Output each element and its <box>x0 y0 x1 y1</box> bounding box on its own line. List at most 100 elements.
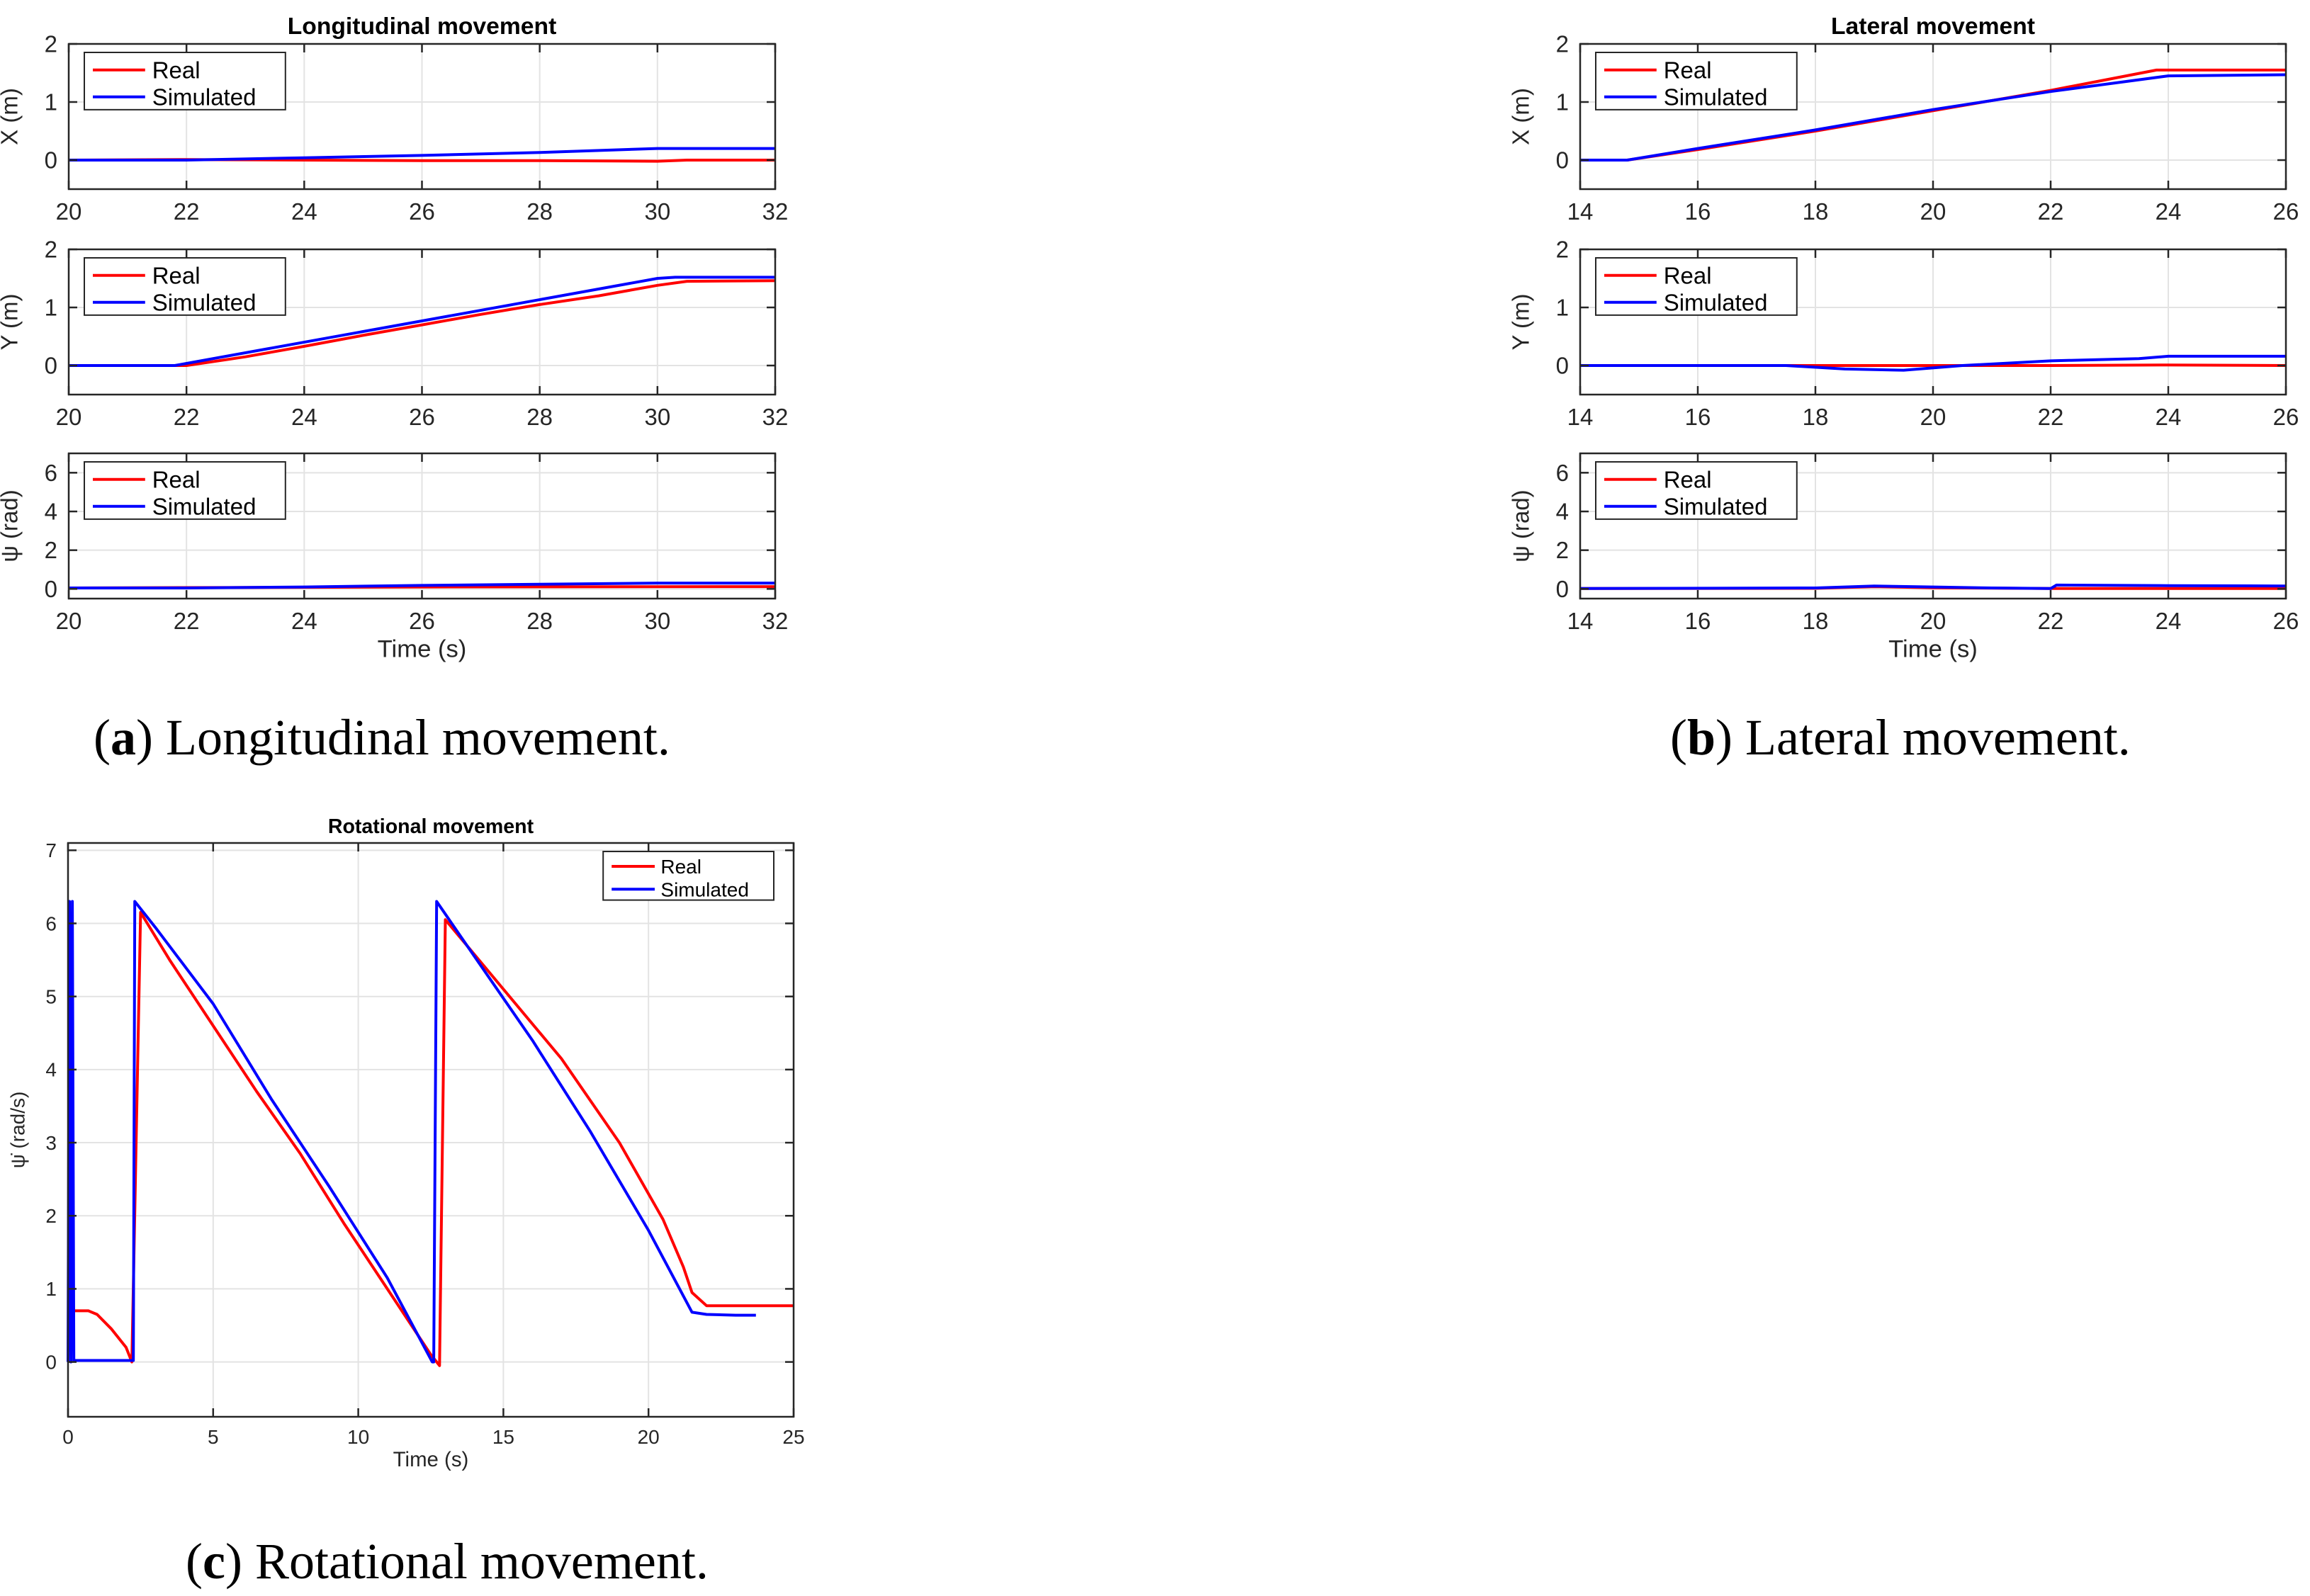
chart-a-sub2-xtick-label-4: 28 <box>526 608 553 634</box>
chart-b-sub0-xtick-label-4: 22 <box>2038 198 2064 225</box>
chart-c-ytick-label-3: 3 <box>45 1132 57 1154</box>
chart-a-sub0-xtick-label-6: 32 <box>762 198 789 225</box>
chart-a-sub2-series-simulated-line <box>69 582 775 589</box>
chart-a-sub2-xtick-label-1: 22 <box>174 608 200 634</box>
caption-a: (a) Longitudinal movement. <box>94 709 670 766</box>
chart-b-sub2-ytick-label-2: 4 <box>1556 499 1569 525</box>
chart-c-ytick-label-1: 1 <box>45 1278 57 1300</box>
chart-c-series-simulated-line <box>67 900 756 1364</box>
chart-b-sub1-xtick-label-5: 24 <box>2156 404 2182 430</box>
chart-a-sub0-xtick-label-4: 28 <box>526 198 553 225</box>
chart-b-sub0-series-simulated-line <box>1580 73 2287 162</box>
chart-a-sub2-ytick-label-1: 2 <box>45 537 57 563</box>
chart-b-sub0-ytick-label-1: 1 <box>1556 89 1569 115</box>
chart-a-sub1-xtick-label-6: 32 <box>762 404 789 430</box>
chart-a-sub1-series-simulated-line <box>69 276 775 367</box>
chart-b-sub2-ytick-label-1: 2 <box>1556 537 1569 563</box>
chart-c-legend-label-simulated: Simulated <box>660 878 749 900</box>
chart-a-sub2-legend-label-real: Real <box>152 467 201 493</box>
chart-a-sub2-ytick-label-2: 4 <box>45 499 57 525</box>
chart-c-title: Rotational movement <box>328 815 534 838</box>
chart-a-sub0-legend-label-real: Real <box>152 57 201 84</box>
chart-c-xtick-label-1: 5 <box>208 1426 219 1448</box>
chart-b-sub2-xtick-label-3: 20 <box>1920 608 1946 634</box>
chart-b-sub2-legend-label-simulated: Simulated <box>1664 494 1768 520</box>
chart-b-sub2-xtick-label-5: 24 <box>2156 608 2182 634</box>
chart-a-sub1-series-real-line <box>69 279 776 367</box>
chart-a-sub2-xtick-label-2: 24 <box>291 608 317 634</box>
chart-a-sub0-series-simulated-line <box>69 147 775 162</box>
chart-b-sub0-xtick-label-1: 16 <box>1685 198 1711 225</box>
chart-a-sub2-ylabel: ψ (rad) <box>0 489 22 562</box>
chart-a-sub0-xtick-label-1: 22 <box>174 198 200 225</box>
chart-b-sub2-xlabel: Time (s) <box>1888 636 1978 663</box>
chart-b-sub1-xtick-label-2: 18 <box>1803 404 1829 430</box>
chart-b-sub0-xtick-label-2: 18 <box>1803 198 1829 225</box>
chart-a-sub1-legend-label-simulated: Simulated <box>152 290 257 316</box>
caption-c: (c) Rotational movement. <box>186 1533 709 1590</box>
chart-b-sub2-legend-label-real: Real <box>1664 467 1712 493</box>
chart-a-sub1-ylabel: Y (m) <box>0 293 22 350</box>
chart-a-sub1-legend-box <box>84 257 286 316</box>
chart-b-sub0-xtick-label-0: 14 <box>1567 198 1594 225</box>
chart-b-sub1-xtick-label-0: 14 <box>1567 404 1594 430</box>
chart-a-sub0-axes-0: 20222426283032012X (m)RealSimulatedLongi… <box>0 13 788 225</box>
chart-c-xtick-label-4: 20 <box>638 1426 660 1448</box>
chart-c-ytick-label-2: 2 <box>45 1205 57 1227</box>
chart-a-sub2-xtick-label-6: 32 <box>762 608 789 634</box>
chart-c-ylabel: ψ̇ (rad/s) <box>6 1092 28 1169</box>
chart-c-xtick-label-0: 0 <box>62 1426 74 1448</box>
chart-c-ytick-label-5: 5 <box>45 985 57 1007</box>
chart-a-sub0-title: Longitudinal movement <box>288 13 557 40</box>
chart-c-xtick-label-5: 25 <box>782 1426 804 1448</box>
chart-a-sub1-legend-label-real: Real <box>152 263 201 289</box>
chart-c-axes-frame <box>67 842 795 1418</box>
chart-b-sub2-xtick-label-4: 22 <box>2038 608 2064 634</box>
chart-c-ytick-label-6: 6 <box>45 912 57 934</box>
chart-c-ytick-label-4: 4 <box>45 1059 57 1081</box>
chart-b-sub1-ylabel: Y (m) <box>1507 293 1533 350</box>
chart-b-sub1-xtick-label-6: 26 <box>2273 404 2299 430</box>
chart-c-xtick-label-2: 10 <box>347 1426 369 1448</box>
chart-b-sub2-legend-box <box>1595 461 1798 520</box>
chart-b-sub2-series-simulated-line <box>1579 583 2287 590</box>
chart-a-sub2-xtick-label-5: 30 <box>644 608 670 634</box>
chart-a-sub0-xtick-label-2: 24 <box>291 198 317 225</box>
chart-b-sub2-ytick-label-0: 0 <box>1556 576 1569 602</box>
chart-a-sub2-legend-box <box>84 461 286 520</box>
chart-a-sub0-ytick-label-1: 1 <box>45 89 57 115</box>
chart-c-ytick-label-0: 0 <box>45 1351 57 1373</box>
caption-b: (b) Lateral movement. <box>1670 709 2131 766</box>
chart-a-sub2-xtick-label-3: 26 <box>409 608 435 634</box>
chart-b-sub0-title: Lateral movement <box>1831 13 2035 40</box>
chart-b-sub1-ytick-label-1: 1 <box>1556 295 1569 321</box>
chart-c-legend-box <box>602 851 775 901</box>
chart-a-sub1-xtick-label-1: 22 <box>174 404 200 430</box>
chart-b-sub2-xtick-label-1: 16 <box>1685 608 1711 634</box>
chart-a-sub0-legend-box <box>84 52 286 111</box>
chart-b-sub0-legend-label-simulated: Simulated <box>1664 84 1768 111</box>
chart-b-sub2-xtick-label-0: 14 <box>1567 608 1594 634</box>
chart-b-sub2-xtick-label-6: 26 <box>2273 608 2299 634</box>
chart-a-sub1-xtick-label-4: 28 <box>526 404 553 430</box>
chart-a-sub0-ytick-label-2: 2 <box>45 31 57 57</box>
chart-a-sub1-xtick-label-2: 24 <box>291 404 317 430</box>
chart-b-sub1-legend-label-real: Real <box>1664 263 1712 289</box>
chart-a-sub2-legend-label-simulated: Simulated <box>152 494 257 520</box>
chart-b-sub0-legend-label-real: Real <box>1664 57 1712 84</box>
chart-a-sub2-axes-2: 202224262830320246ψ (rad)RealSimulatedTi… <box>0 452 789 663</box>
chart-a-sub1-xtick-label-3: 26 <box>409 404 435 430</box>
chart-b-sub1-xtick-label-3: 20 <box>1920 404 1946 430</box>
chart-b-sub0-ytick-label-2: 2 <box>1556 31 1569 57</box>
chart-a-sub1-ytick-label-0: 0 <box>45 353 57 379</box>
